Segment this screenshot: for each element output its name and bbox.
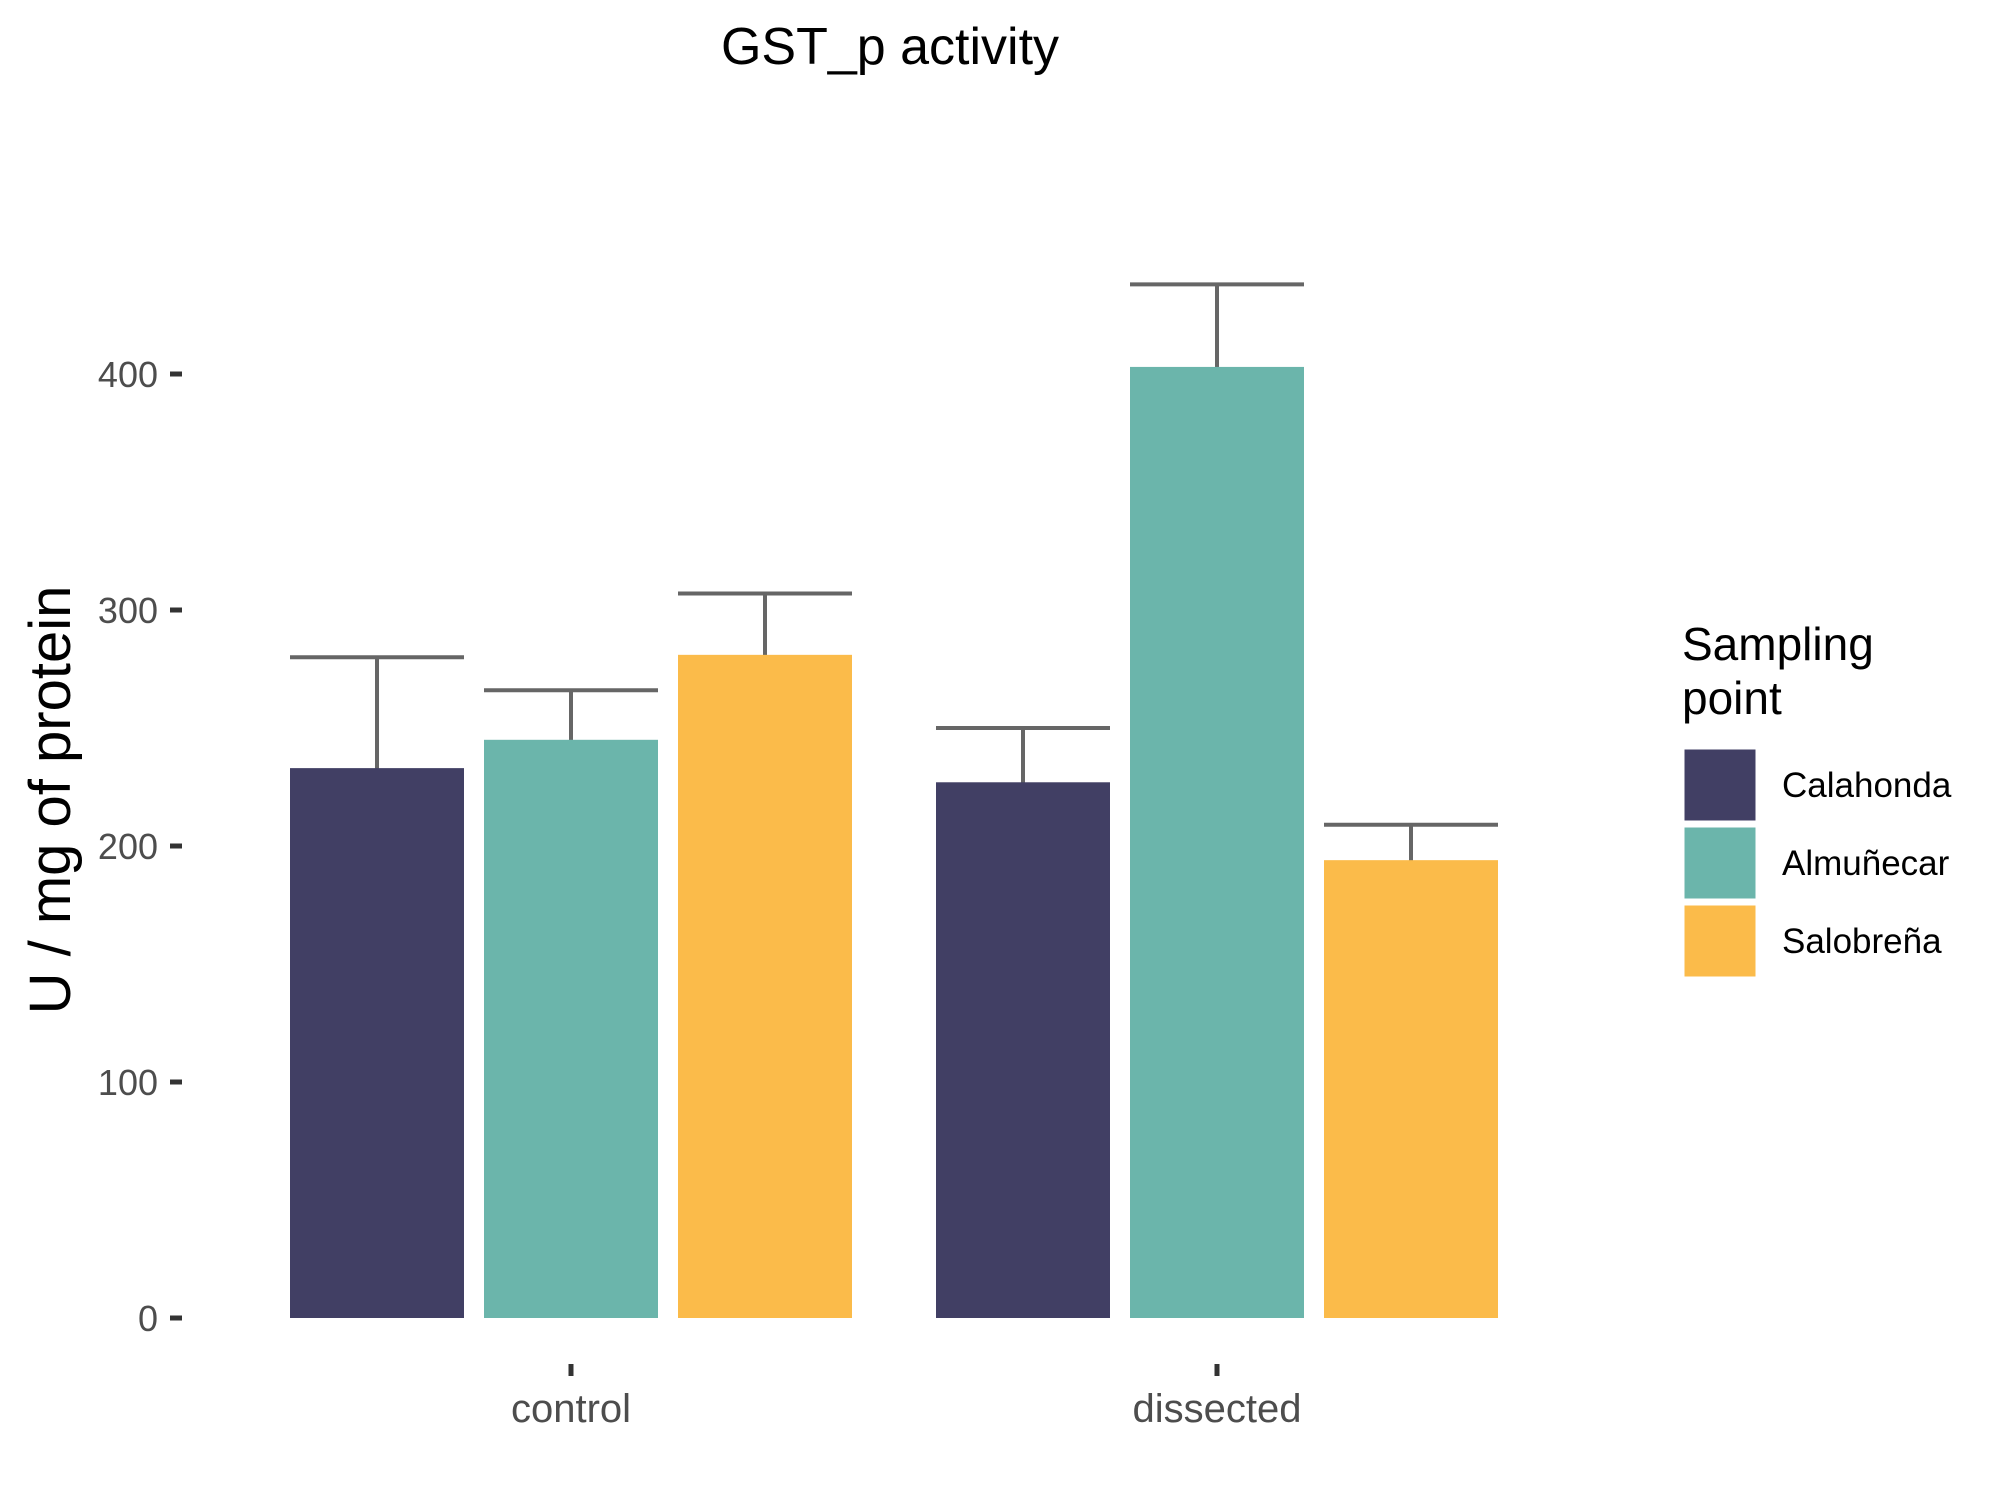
legend-key-2 [1681,902,1759,980]
x-tick-label-control: control [511,1387,631,1431]
legend-key-1 [1681,824,1759,902]
legend-label-0: Calahonda [1782,766,1952,805]
bar-dissected-1 [1130,366,1304,1318]
y-tick-label: 100 [98,1062,158,1103]
bar-control-0 [290,768,464,1318]
error-bars-group [290,282,1498,898]
legend-label-2: Salobreña [1782,922,1942,961]
chart-title: GST_p activity [721,18,1059,76]
legend-key-0 [1681,746,1759,824]
y-tick-label: 400 [98,354,158,395]
y-axis: 0 100 200 300 400 [98,354,182,1339]
x-axis: control dissected [511,1364,1302,1431]
x-tick-label-dissected: dissected [1133,1387,1302,1431]
bars-group [290,366,1498,1318]
legend: Sampling point Calahonda Almuñecar Salobreña [1681,618,1952,980]
bar-dissected-2 [1324,860,1498,1318]
y-tick-label: 0 [138,1298,158,1339]
bar-dissected-0 [936,782,1110,1318]
y-tick-label: 200 [98,826,158,867]
legend-title: Sampling point [1682,618,1874,724]
y-axis-label: U / mg of protein [18,586,83,1015]
bar-control-1 [484,739,658,1318]
bar-control-2 [678,654,852,1318]
legend-label-1: Almuñecar [1782,844,1950,883]
y-tick-label: 300 [98,590,158,631]
